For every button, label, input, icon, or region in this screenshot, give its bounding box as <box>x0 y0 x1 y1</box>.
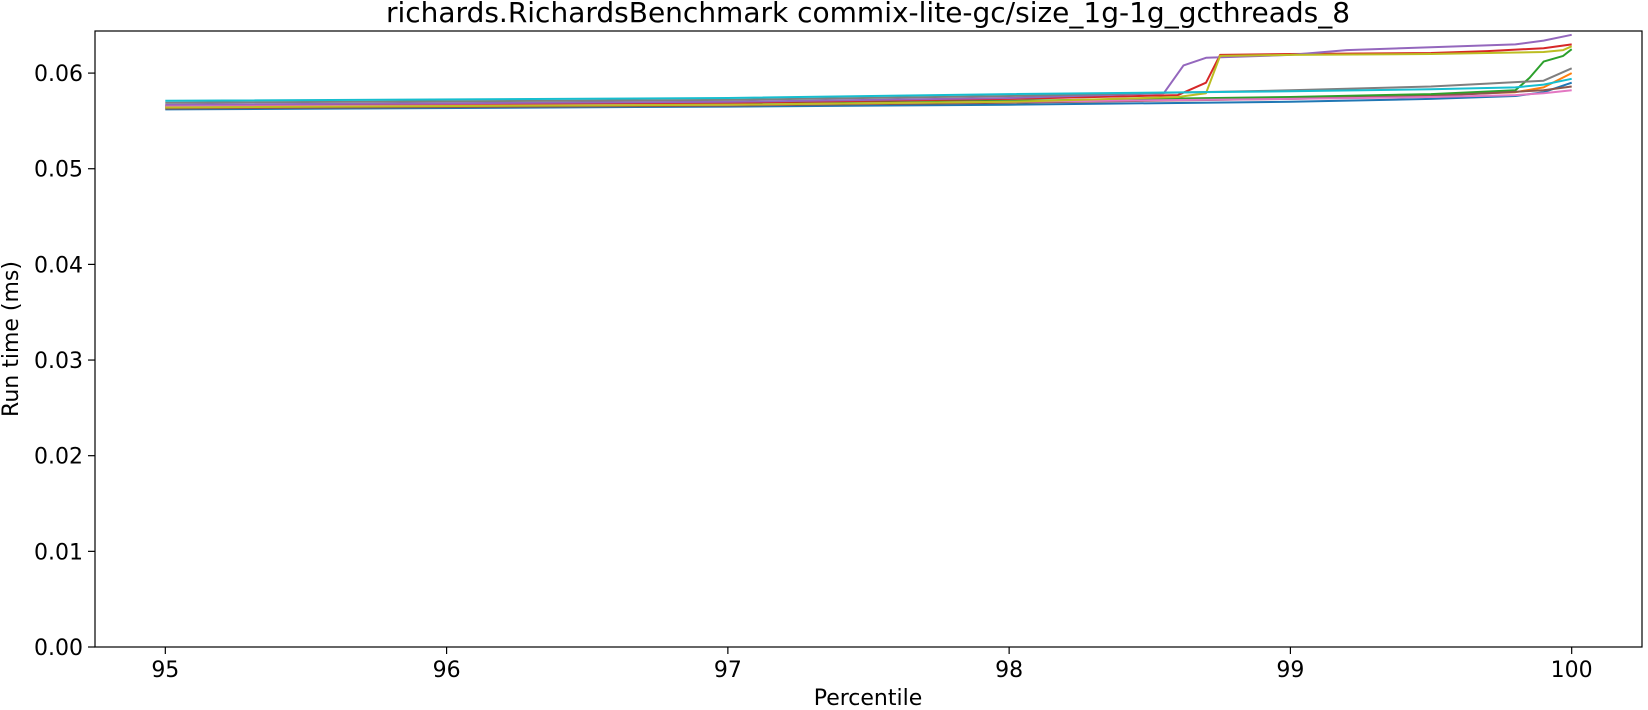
x-axis: 95 96 97 98 99 100 <box>151 647 1593 683</box>
x-tick-label: 96 <box>433 658 461 683</box>
plot-area <box>94 30 1643 648</box>
series-line-5 <box>165 33 1572 106</box>
y-tick-label: 0.04 <box>34 253 83 278</box>
series-line-9 <box>165 45 1573 109</box>
series-line-8 <box>165 67 1573 104</box>
x-tick-label: 100 <box>1551 658 1593 683</box>
y-tick-label: 0.03 <box>34 349 83 374</box>
y-axis: 0.00 0.01 0.02 0.03 0.04 0.05 0.06 <box>34 62 95 661</box>
x-axis-label: Percentile <box>814 686 923 710</box>
series-line-10 <box>165 77 1572 102</box>
y-tick-label: 0.02 <box>34 445 83 470</box>
x-tick-label: 97 <box>714 658 742 683</box>
y-tick-label: 0.01 <box>34 540 83 565</box>
chart-title: richards.RichardsBenchmark commix-lite-g… <box>386 0 1350 29</box>
y-tick-label: 0.00 <box>34 636 83 661</box>
x-tick-label: 99 <box>1276 658 1304 683</box>
y-tick-label: 0.06 <box>34 62 83 87</box>
x-tick-label: 98 <box>995 658 1023 683</box>
x-tick-label: 95 <box>151 658 179 683</box>
series-layer <box>165 33 1573 111</box>
y-axis-label: Run time (ms) <box>0 261 24 417</box>
y-tick-label: 0.05 <box>34 158 83 183</box>
